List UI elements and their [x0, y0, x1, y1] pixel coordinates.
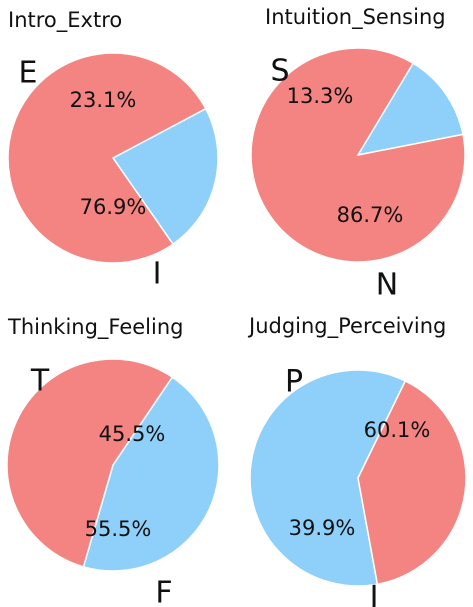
pie-slice-p [249, 369, 407, 587]
slice-percent-label: 23.1% [70, 88, 137, 112]
pie-slice-i [7, 52, 207, 264]
pie-slice-f [6, 358, 174, 568]
pie-chart-1: Intro_Extro 23.1% 76.9% E I [7, 8, 219, 292]
slice-category-label: S [270, 54, 289, 89]
pie-chart-2: Intuition_Sensing 13.3% 86.7% S N [250, 5, 466, 303]
pie-slice-t [82, 376, 220, 572]
slice-percent-label: 39.9% [289, 516, 356, 540]
pie-slice-j [357, 379, 467, 586]
pie-chart-3: Thinking_Feeling 45.5% 55.5% T F [6, 315, 220, 607]
slice-category-label: J [368, 580, 379, 607]
slice-category-label: I [153, 257, 162, 292]
slice-category-label: F [155, 576, 172, 607]
slice-percent-label: 55.5% [85, 517, 152, 541]
chart-title: Intuition_Sensing [265, 5, 446, 30]
chart-title: Intro_Extro [8, 8, 122, 33]
slice-category-label: N [376, 268, 398, 303]
pie-slice-n [250, 47, 466, 263]
slice-percent-label: 86.7% [337, 203, 404, 227]
pie-slice-s [356, 62, 464, 157]
slice-percent-label: 76.9% [80, 195, 147, 219]
slice-category-label: E [19, 56, 38, 91]
pie-chart-4: Judging_Perceiving 60.1% 39.9% P J [247, 314, 467, 607]
slice-category-label: P [285, 365, 303, 400]
chart-title: Thinking_Feeling [7, 315, 184, 340]
slice-percent-label: 45.5% [99, 422, 166, 446]
slice-category-label: T [30, 364, 50, 399]
pie-slice-e [111, 107, 219, 246]
chart-title: Judging_Perceiving [247, 314, 446, 339]
slice-percent-label: 13.3% [287, 84, 354, 108]
slice-percent-label: 60.1% [364, 418, 431, 442]
